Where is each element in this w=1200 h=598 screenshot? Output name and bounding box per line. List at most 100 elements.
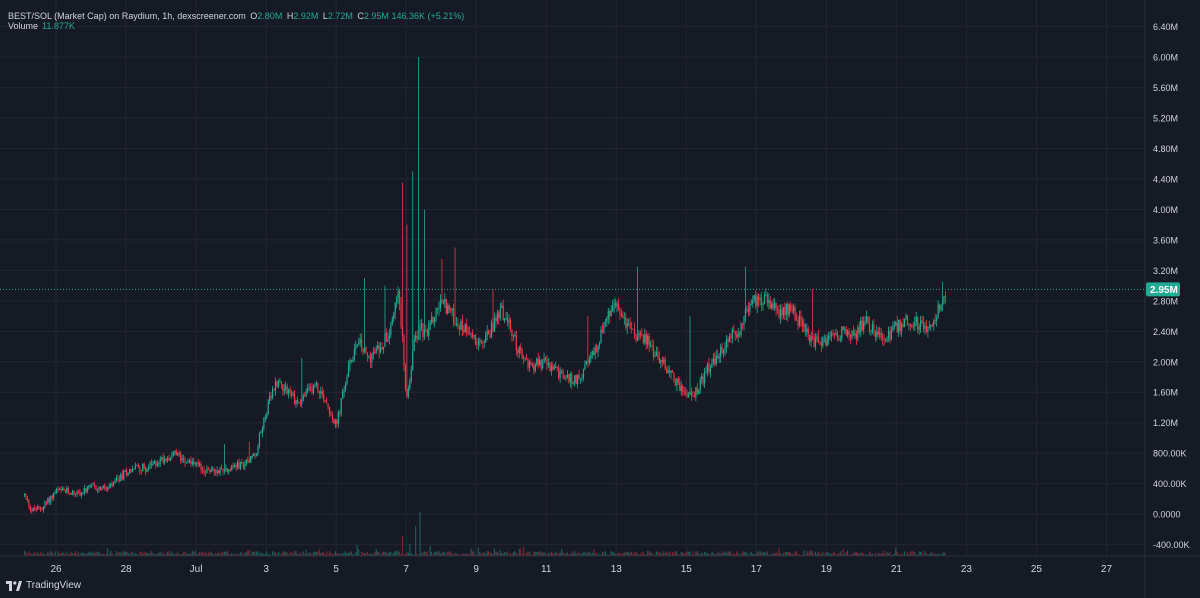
candle-body xyxy=(37,506,39,510)
tradingview-logo[interactable]: TradingView xyxy=(6,580,81,591)
candle-body xyxy=(400,303,402,327)
candle-body xyxy=(930,324,932,327)
volume-bar xyxy=(288,554,290,556)
candle-body xyxy=(718,356,720,358)
volume-bar xyxy=(420,553,423,556)
volume-bar xyxy=(79,554,81,556)
candle-body xyxy=(169,457,172,461)
candle-body xyxy=(254,453,256,456)
candle-body xyxy=(683,391,685,393)
volume-bar xyxy=(896,551,898,556)
candle-body xyxy=(242,463,245,468)
candle-body xyxy=(848,331,850,335)
volume-bar xyxy=(734,554,736,556)
volume-bar xyxy=(239,552,242,556)
candle-body xyxy=(927,327,929,333)
candle-body xyxy=(560,371,563,372)
volume-bar xyxy=(806,551,808,556)
candle-body xyxy=(944,296,947,298)
volume-bar xyxy=(890,554,893,556)
x-axis[interactable]: 26 28 Jul 3 5 7 9 11 13 15 17 19 21 23 25 27 xyxy=(0,555,1200,575)
y-tick-label: 6.40M xyxy=(1153,22,1178,32)
volume-bar xyxy=(365,552,367,556)
volume-bar xyxy=(142,553,144,556)
candle-body xyxy=(72,490,74,495)
volume-bar xyxy=(596,552,598,556)
candle-body xyxy=(474,335,477,345)
candle-body xyxy=(235,465,237,468)
volume-bar xyxy=(847,550,849,556)
y-tick-label: 4.80M xyxy=(1153,144,1178,154)
candle-body xyxy=(728,336,731,343)
volume-bar xyxy=(511,553,513,556)
volume-bar xyxy=(655,551,658,556)
candle-body xyxy=(663,359,665,362)
candle-body xyxy=(587,360,589,363)
volume-bar xyxy=(260,552,262,556)
volume-bar xyxy=(936,554,938,556)
candle-body xyxy=(286,386,288,394)
candle-body xyxy=(180,453,182,461)
volume-bar xyxy=(451,553,453,556)
volume-bar xyxy=(622,553,624,556)
candle-body xyxy=(123,471,125,479)
candle-body xyxy=(746,308,748,310)
volume-bar xyxy=(603,552,605,556)
candle-body xyxy=(204,472,207,474)
candle-body xyxy=(558,368,560,379)
candle-body xyxy=(34,507,36,510)
candle-body xyxy=(523,358,525,360)
candle-body xyxy=(38,506,40,508)
candle-body xyxy=(762,303,764,306)
volume-bar xyxy=(654,554,656,556)
candle-body xyxy=(511,329,513,337)
candle-body xyxy=(150,462,153,466)
candle-body xyxy=(712,358,714,363)
volume-bar xyxy=(35,553,37,556)
candle-body xyxy=(80,493,83,496)
y-axis[interactable]: 6.40M 6.00M 5.60M 5.20M 4.80M 4.40M 4.00M 3.60M… xyxy=(1144,0,1190,598)
candle-body xyxy=(273,389,275,391)
candle-body xyxy=(674,381,677,386)
candle-body xyxy=(70,492,72,495)
candle-body xyxy=(873,324,875,332)
volume-bar xyxy=(455,553,458,556)
volume-bar xyxy=(397,551,399,556)
volume-bar xyxy=(196,554,198,556)
candle-body xyxy=(181,458,183,461)
volume-bar xyxy=(861,552,863,556)
volume-bar xyxy=(525,552,528,556)
candle-body xyxy=(666,368,668,374)
candle-body xyxy=(476,344,478,346)
candle-body xyxy=(397,290,399,298)
volume-bar xyxy=(128,553,131,556)
high-label: H xyxy=(286,11,294,21)
candle-body xyxy=(488,331,490,335)
volume-bar xyxy=(467,554,469,556)
candle-body xyxy=(406,388,408,397)
volume-bar xyxy=(854,552,856,556)
candle-body xyxy=(442,302,444,304)
candle-body xyxy=(390,324,392,336)
candle-body xyxy=(626,323,628,328)
candle-body xyxy=(533,365,535,371)
volume-bar xyxy=(552,553,554,556)
candle-body xyxy=(130,469,132,473)
candle-body xyxy=(682,386,684,392)
volume-bar xyxy=(486,551,488,556)
volume-bar xyxy=(766,551,768,556)
volume-bar xyxy=(940,554,942,556)
volume-bar xyxy=(924,551,926,556)
volume-bar xyxy=(547,552,550,556)
candle-body xyxy=(898,319,900,333)
volume-bar xyxy=(539,551,541,556)
volume-bar xyxy=(108,554,110,556)
volume-bar xyxy=(339,553,341,556)
volume-bar xyxy=(63,552,65,556)
symbol-title[interactable]: BEST/SOL (Market Cap) on Raydium, 1h, de… xyxy=(8,11,246,21)
candle-body xyxy=(296,399,299,403)
candle-body xyxy=(731,329,733,339)
volume-bar xyxy=(772,553,774,556)
candle-body xyxy=(28,499,30,507)
